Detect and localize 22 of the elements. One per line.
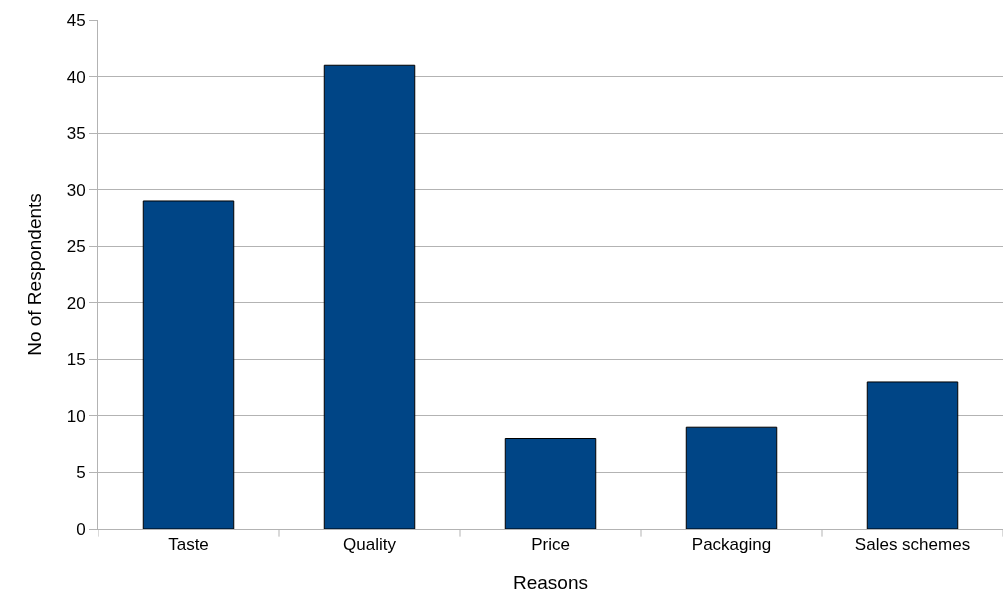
y-tick-label: 0 [76, 519, 86, 539]
x-tick-label: Sales schemes [854, 535, 971, 555]
x-tick-label: Price [531, 535, 570, 555]
y-tick-label: 5 [76, 463, 86, 483]
bar [323, 64, 416, 529]
y-tick-label: 25 [66, 237, 86, 257]
y-tick-label: 15 [66, 350, 86, 370]
bar [504, 438, 597, 529]
y-tick-label: 40 [66, 67, 86, 87]
y-axis-title: No of Respondents [23, 193, 45, 356]
bar [866, 381, 959, 529]
bar [142, 200, 235, 529]
x-axis-title: Reasons [513, 572, 588, 594]
y-tick-label: 30 [66, 180, 86, 200]
y-tick-label: 35 [66, 124, 86, 144]
x-tick-label: Taste [168, 535, 209, 555]
y-tick-label: 10 [66, 406, 86, 426]
x-tick-label: Packaging [691, 535, 772, 555]
x-tick-label: Quality [343, 535, 397, 555]
bar [685, 426, 778, 529]
y-tick-label: 45 [66, 10, 86, 30]
y-tick-label: 20 [66, 293, 86, 313]
